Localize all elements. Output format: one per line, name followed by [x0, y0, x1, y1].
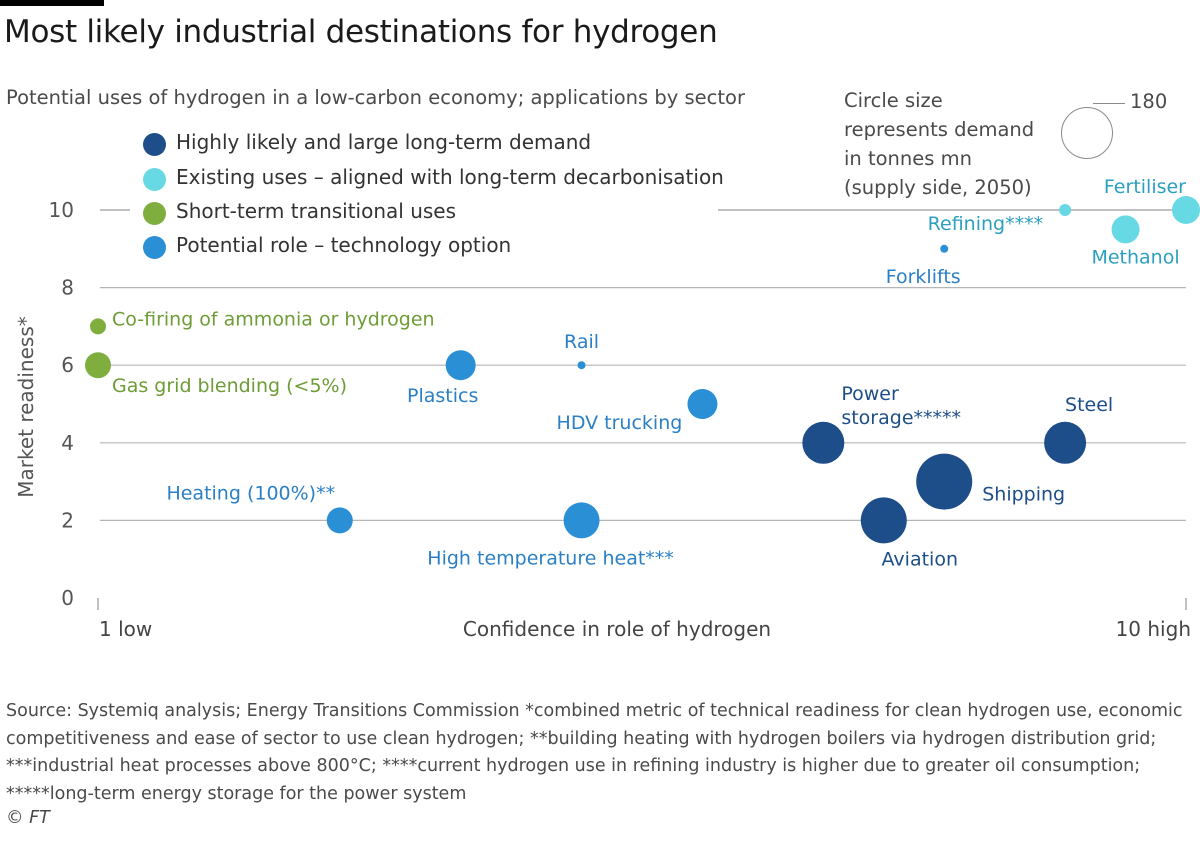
- legend-swatch: [143, 133, 166, 156]
- point-label: Steel: [1065, 394, 1113, 416]
- legend-label: Existing uses – aligned with long-term d…: [176, 165, 724, 189]
- brand-bar: [0, 0, 104, 6]
- size-legend-circle: [1061, 107, 1113, 159]
- point-label: HDV trucking: [557, 412, 683, 434]
- legend-swatch: [143, 236, 166, 259]
- bubble-power-storage: [802, 421, 845, 464]
- size-legend-line: (supply side, 2050): [844, 176, 1032, 199]
- bubble-co-firing-of-ammonia-or-hydrogen: [90, 318, 106, 335]
- point-label: storage*****: [841, 407, 961, 429]
- point-label: Shipping: [982, 484, 1065, 506]
- point-label: Methanol: [1091, 246, 1179, 268]
- bubble-fertiliser: [1172, 196, 1200, 224]
- y-tick-label: 2: [61, 508, 74, 532]
- x-tick-label: 10 high: [1116, 617, 1191, 641]
- size-legend-line: in tonnes mn: [844, 147, 972, 170]
- point-label: Fertiliser: [1104, 176, 1186, 198]
- bubble-refining: [1059, 204, 1072, 216]
- legend-label: Potential role – technology option: [176, 233, 512, 257]
- point-label: Co-firing of ammonia or hydrogen: [112, 308, 435, 330]
- size-legend-value: 180: [1130, 90, 1168, 113]
- size-legend-leader: [1093, 103, 1125, 105]
- bubble-high-temperature-heat: [563, 502, 600, 539]
- bubble-aviation: [860, 497, 907, 544]
- chart-subtitle: Potential uses of hydrogen in a low-carb…: [6, 86, 745, 109]
- bubble-forklifts: [940, 244, 949, 253]
- bubble-methanol: [1111, 215, 1140, 244]
- legend-label: Short-term transitional uses: [176, 199, 457, 223]
- point-label: Aviation: [882, 548, 958, 570]
- chart-title: Most likely industrial destinations for …: [4, 14, 718, 50]
- y-tick-label: 6: [61, 353, 74, 377]
- legend-label: Highly likely and large long-term demand: [176, 130, 592, 154]
- credit: © FT: [6, 808, 50, 828]
- bubble-hdv-trucking: [687, 389, 718, 419]
- size-legend-line: represents demand: [844, 118, 1035, 141]
- legend-swatch: [143, 202, 166, 225]
- x-axis-label: Confidence in role of hydrogen: [463, 617, 771, 641]
- size-legend-line: Circle size: [844, 89, 943, 112]
- y-axis-label: Market readiness*: [14, 316, 38, 498]
- size-legend-text: Circle size represents demand in tonnes …: [844, 86, 1034, 202]
- bubble-plastics: [445, 350, 476, 381]
- bubble-heating-100: [326, 507, 353, 534]
- y-tick-label: 10: [49, 198, 74, 222]
- point-label: High temperature heat***: [427, 547, 674, 569]
- source-note: Source: Systemiq analysis; Energy Transi…: [6, 701, 1183, 804]
- legend-swatch: [143, 168, 166, 191]
- bubble-gas-grid-blending-5: [85, 352, 111, 379]
- x-tick-label: 1 low: [99, 617, 152, 641]
- y-tick-label: 4: [61, 431, 74, 455]
- bubble-steel: [1044, 421, 1087, 464]
- chart-svg: 0 2 4 6 8 10 1 low 10 high Confidence in role of…: [14, 176, 1200, 641]
- point-label: Forklifts: [886, 266, 961, 288]
- y-tick-label: 8: [61, 276, 74, 300]
- point-label: Rail: [564, 331, 599, 353]
- point-label: Refining****: [928, 213, 1043, 235]
- y-tick-label: 0: [61, 586, 74, 610]
- point-label: Heating (100%)**: [166, 482, 335, 504]
- bubble-rail: [577, 361, 586, 370]
- point-label: Gas grid blending (<5%): [112, 375, 347, 397]
- point-label: Plastics: [407, 385, 478, 407]
- point-label: Power: [841, 383, 899, 405]
- bubble-shipping: [916, 453, 973, 510]
